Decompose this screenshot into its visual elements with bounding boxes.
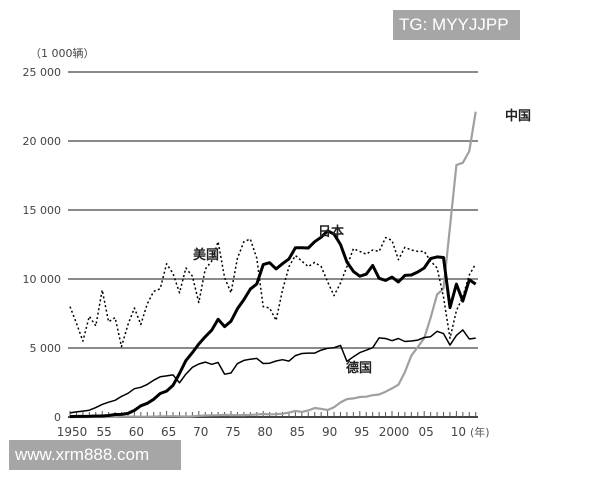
x-tick-label: 1950	[57, 425, 88, 439]
series-line-2	[69, 236, 477, 348]
y-tick-label: 0	[54, 411, 61, 424]
x-tick-label: 60	[129, 425, 144, 439]
series-label: 德国	[346, 360, 372, 376]
y-unit-label: （1 000辆）	[30, 46, 95, 60]
series-label: 中国	[505, 108, 531, 124]
x-tick-label: 80	[258, 425, 273, 439]
y-tick-label: 15 000	[23, 204, 62, 217]
y-tick-label: 20 000	[23, 135, 62, 148]
x-tick-label: 2000	[379, 425, 410, 439]
x-tick-label: 65	[161, 425, 176, 439]
y-tick-label: 10 000	[23, 273, 62, 286]
x-unit-label: (年)	[470, 425, 490, 439]
y-tick-label: 25 000	[23, 66, 62, 79]
y-tick-label: 5 000	[30, 342, 62, 355]
x-tick-label: 75	[225, 425, 240, 439]
x-tick-label: 90	[322, 425, 337, 439]
series-label: 日本	[318, 224, 344, 240]
x-tick-label: 70	[193, 425, 208, 439]
x-tick-label: 85	[290, 425, 305, 439]
x-tick-label: 95	[354, 425, 369, 439]
series-line-3	[69, 329, 476, 414]
x-tick-label: 55	[97, 425, 112, 439]
series-label: 美国	[193, 247, 219, 263]
x-tick-label: 10	[451, 425, 466, 439]
watermark-bottom-left: www.xrm888.com	[9, 440, 181, 470]
watermark-top-right: TG: MYYJJPP	[393, 10, 520, 40]
series-line-1	[69, 229, 477, 419]
x-tick-label: 05	[419, 425, 434, 439]
series-line-0	[70, 111, 477, 419]
